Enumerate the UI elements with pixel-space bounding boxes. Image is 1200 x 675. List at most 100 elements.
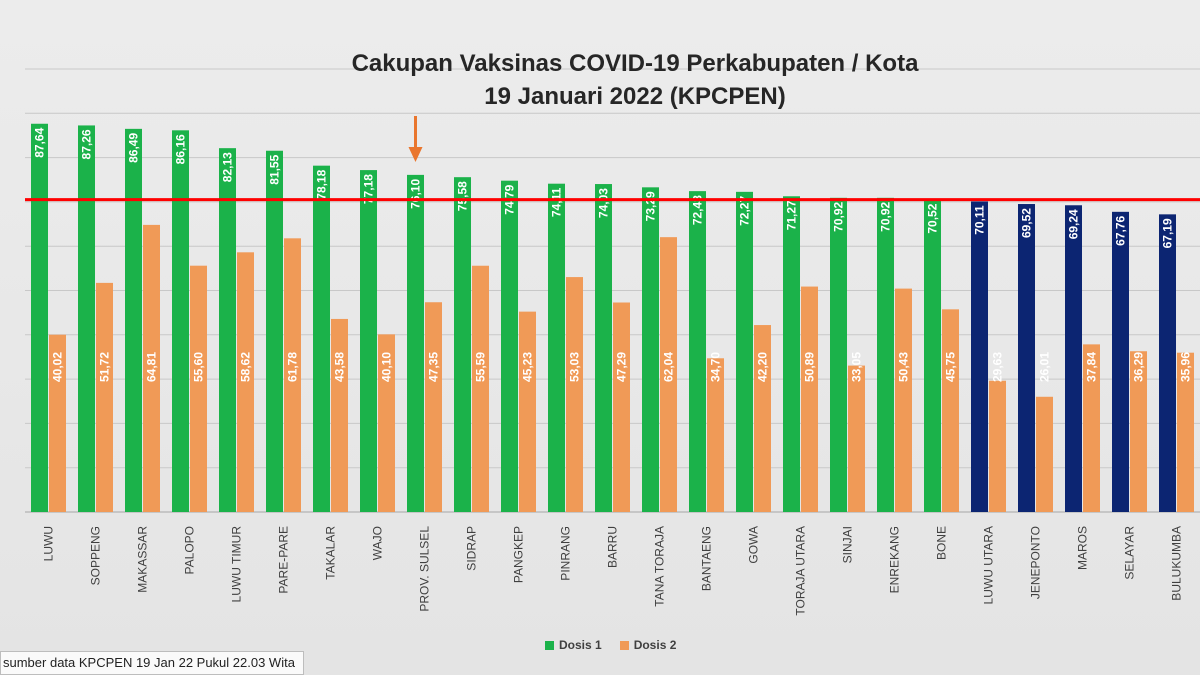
- bar-dosis-2: [472, 265, 489, 512]
- x-tick-label: MAROS: [1076, 526, 1090, 570]
- x-tick-label: PROV. SULSEL: [418, 526, 432, 612]
- x-tick-label: PALOPO: [183, 526, 197, 574]
- bar-dosis-2: [895, 288, 912, 512]
- legend-label-dosis-2: Dosis 2: [633, 638, 677, 652]
- bar-dosis-1: [1112, 211, 1129, 513]
- data-label-dosis-1: 86,49: [127, 133, 141, 163]
- data-label-dosis-2: 43,58: [333, 352, 347, 382]
- legend-swatch-dosis-1: [545, 640, 554, 650]
- bar-dosis-1: [266, 150, 283, 512]
- data-label-dosis-1: 77,18: [362, 174, 376, 204]
- bar-dosis-2: [848, 365, 865, 512]
- bar-dosis-2: [707, 358, 724, 512]
- bar-dosis-1: [1159, 214, 1176, 512]
- data-label-dosis-1: 73,29: [644, 191, 658, 221]
- bar-dosis-1: [971, 201, 988, 512]
- legend-swatch-dosis-2: [619, 640, 629, 650]
- bar-dosis-1: [172, 130, 189, 512]
- bar-dosis-1: [1065, 205, 1082, 513]
- data-label-dosis-1: 76,10: [409, 179, 423, 209]
- bar-dosis-1: [125, 128, 142, 512]
- bar-dosis-2: [566, 277, 583, 512]
- data-label-dosis-1: 67,19: [1161, 218, 1175, 248]
- data-label-dosis-2: 40,02: [51, 352, 65, 382]
- x-tick-label: WAJO: [371, 526, 385, 560]
- x-tick-label: SIDRAP: [465, 526, 479, 571]
- bar-dosis-2: [425, 302, 442, 512]
- bar-dosis-1: [595, 184, 612, 512]
- x-tick-label: ENREKANG: [888, 526, 902, 593]
- data-label-dosis-1: 74,11: [550, 187, 564, 217]
- data-label-dosis-2: 61,78: [286, 352, 300, 382]
- data-label-dosis-2: 29,63: [991, 352, 1005, 382]
- x-tick-label: LUWU: [42, 526, 56, 561]
- data-label-dosis-2: 37,84: [1085, 352, 1099, 382]
- legend-item-dosis-2: Dosis 2: [619, 638, 677, 652]
- data-label-dosis-1: 74,03: [597, 188, 611, 218]
- data-label-dosis-2: 40,10: [380, 352, 394, 382]
- x-tick-label: TORAJA UTARA: [794, 526, 808, 616]
- x-tick-label: LUWU UTARA: [982, 526, 996, 604]
- x-tick-label: MAKASSAR: [136, 526, 150, 593]
- data-label-dosis-1: 70,52: [926, 203, 940, 233]
- data-label-dosis-2: 53,03: [568, 352, 582, 382]
- x-tick-label: SELAYAR: [1123, 526, 1137, 580]
- data-label-dosis-1: 70,92: [879, 202, 893, 232]
- chart-subtitle: 19 Januari 2022 (KPCPEN): [484, 83, 786, 110]
- x-tick-label: BARRU: [606, 526, 620, 568]
- bar-dosis-1: [454, 177, 471, 512]
- bar-dosis-2: [378, 334, 395, 512]
- data-label-dosis-1: 75,58: [456, 181, 470, 211]
- bar-dosis-1: [924, 199, 941, 512]
- bar-dosis-1: [407, 174, 424, 512]
- bar-dosis-1: [877, 197, 894, 512]
- bar-dosis-1: [31, 123, 48, 513]
- data-label-dosis-1: 81,55: [268, 154, 282, 184]
- data-label-dosis-2: 26,01: [1038, 352, 1052, 382]
- data-label-dosis-2: 50,89: [803, 352, 817, 382]
- bar-dosis-1: [78, 125, 95, 512]
- x-tick-label: JENEPONTO: [1029, 526, 1043, 599]
- x-tick-label: BANTAENG: [700, 526, 714, 591]
- bar-dosis-1: [501, 180, 518, 512]
- bar-dosis-2: [237, 252, 254, 512]
- legend-item-dosis-1: Dosis 1: [545, 638, 602, 652]
- x-tick-label: PARE-PARE: [277, 526, 291, 594]
- bar-dosis-2: [989, 380, 1006, 512]
- x-tick-label: BULUKUMBA: [1170, 526, 1184, 601]
- bar-dosis-2: [96, 282, 113, 512]
- data-label-dosis-2: 58,62: [239, 352, 253, 382]
- x-tick-label: BONE: [935, 526, 949, 560]
- data-label-dosis-1: 86,16: [174, 134, 188, 164]
- data-label-dosis-2: 42,20: [756, 352, 770, 382]
- bar-dosis-2: [1177, 352, 1194, 512]
- bar-dosis-2: [1083, 344, 1100, 512]
- data-label-dosis-1: 69,52: [1020, 208, 1034, 238]
- bar-dosis-2: [754, 325, 771, 512]
- data-label-dosis-2: 62,04: [662, 352, 676, 382]
- bar-dosis-1: [736, 191, 753, 512]
- chart-title: Cakupan Vaksinas COVID-19 Perkabupaten /…: [351, 50, 919, 77]
- data-label-dosis-2: 36,29: [1132, 352, 1146, 382]
- bar-dosis-2: [660, 237, 677, 513]
- data-label-dosis-1: 72,27: [738, 196, 752, 226]
- bar-dosis-1: [689, 191, 706, 512]
- bar-dosis-2: [284, 238, 301, 512]
- bar-dosis-1: [783, 196, 800, 512]
- bar-dosis-1: [830, 197, 847, 512]
- data-label-dosis-2: 35,96: [1179, 352, 1193, 382]
- bar-dosis-1: [642, 187, 659, 512]
- bar-dosis-2: [1130, 351, 1147, 512]
- data-label-dosis-1: 72,43: [691, 195, 705, 225]
- data-label-dosis-2: 47,29: [615, 352, 629, 382]
- data-label-dosis-2: 51,72: [98, 352, 112, 382]
- data-label-dosis-1: 82,13: [221, 152, 235, 182]
- bar-dosis-2: [942, 309, 959, 512]
- x-tick-label: TANA TORAJA: [653, 526, 667, 607]
- bar-dosis-1: [313, 165, 330, 512]
- bar-dosis-2: [801, 286, 818, 512]
- bar-dosis-2: [519, 311, 536, 512]
- legend-label-dosis-1: Dosis 1: [559, 638, 602, 652]
